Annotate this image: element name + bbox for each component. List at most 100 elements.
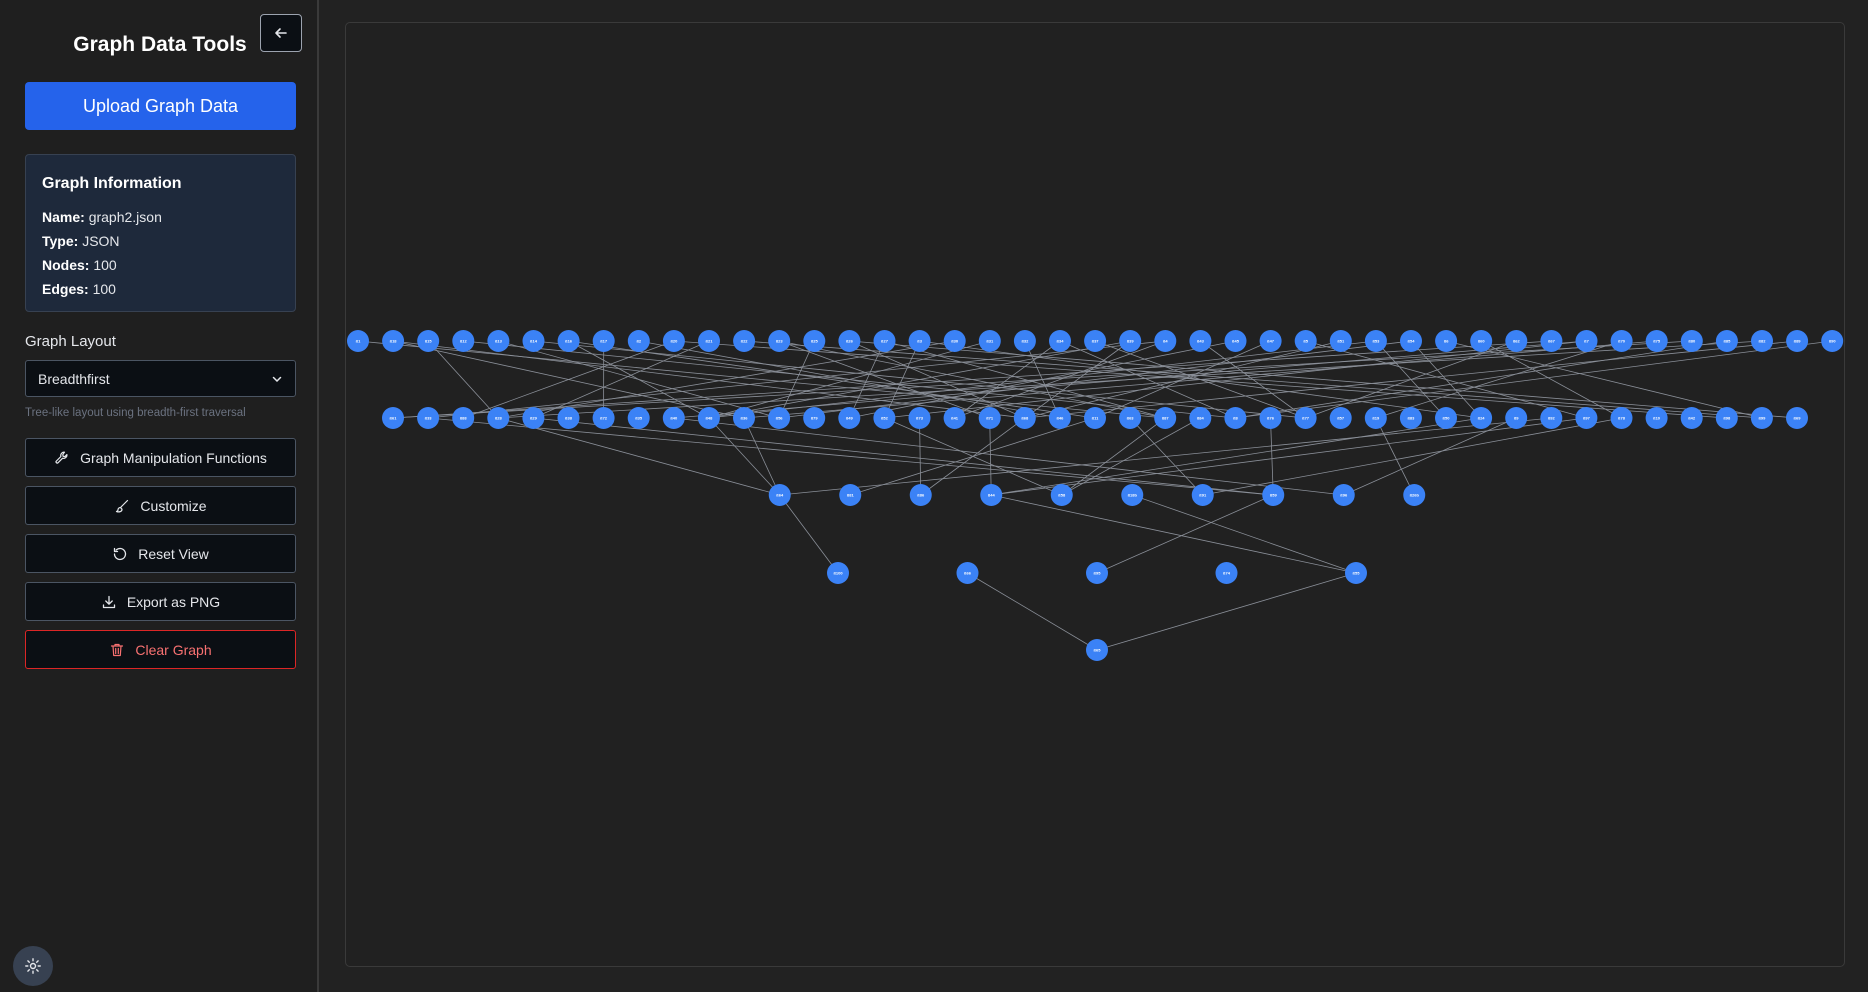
graph-node[interactable]: ß79 bbox=[803, 407, 826, 429]
node-circle[interactable] bbox=[1364, 407, 1387, 429]
node-circle[interactable] bbox=[417, 407, 440, 429]
graph-node[interactable]: ß8 bbox=[1224, 407, 1247, 429]
graph-node[interactable]: ß38 bbox=[557, 407, 580, 429]
graph-node[interactable]: ß87 bbox=[1154, 407, 1177, 429]
graph-node[interactable]: ß70 bbox=[1610, 330, 1633, 352]
node-circle[interactable] bbox=[697, 407, 720, 429]
graph-node[interactable]: ß42 bbox=[1680, 407, 1703, 429]
graph-node[interactable]: ß50 bbox=[1435, 407, 1457, 429]
node-circle[interactable] bbox=[1215, 562, 1238, 584]
graph-node[interactable]: ß11 bbox=[1084, 407, 1106, 429]
node-circle[interactable] bbox=[662, 407, 685, 429]
node-circle[interactable] bbox=[522, 330, 545, 352]
graph-node[interactable]: ß19 bbox=[1364, 407, 1387, 429]
graph-node[interactable]: ß33 bbox=[417, 407, 440, 429]
node-circle[interactable] bbox=[943, 407, 966, 429]
node-circle[interactable] bbox=[592, 407, 615, 429]
graph-node[interactable]: ß60 bbox=[1470, 330, 1493, 352]
node-circle[interactable] bbox=[838, 407, 861, 429]
graph-node[interactable]: ß73 bbox=[908, 407, 931, 429]
node-circle[interactable] bbox=[1575, 407, 1598, 429]
node-circle[interactable] bbox=[1821, 330, 1844, 352]
graph-node[interactable]: ß26b bbox=[1403, 484, 1426, 506]
graph-node[interactable]: ß45 bbox=[1224, 330, 1247, 352]
graph-node[interactable]: ß99 bbox=[1750, 407, 1773, 429]
graph-node[interactable]: ß78 bbox=[1610, 407, 1633, 429]
node-circle[interactable] bbox=[768, 484, 791, 506]
node-circle[interactable] bbox=[1470, 330, 1493, 352]
graph-node[interactable]: ß23 bbox=[768, 330, 791, 352]
layout-select[interactable]: Breadthfirst bbox=[25, 360, 296, 397]
settings-button[interactable] bbox=[13, 946, 53, 986]
graph-node[interactable]: ß26 bbox=[838, 330, 861, 352]
node-circle[interactable] bbox=[1435, 330, 1458, 352]
graph-node[interactable]: ß16 bbox=[557, 330, 580, 352]
graph-node[interactable]: ß43 bbox=[1189, 330, 1212, 352]
graph-node[interactable]: ß7 bbox=[1575, 330, 1598, 352]
graph-node[interactable]: ß44 bbox=[980, 484, 1003, 506]
graph-node[interactable]: ß71 bbox=[978, 407, 1001, 429]
node-circle[interactable] bbox=[1191, 484, 1214, 506]
node-circle[interactable] bbox=[1329, 330, 1352, 352]
graph-node[interactable]: ß15 bbox=[417, 330, 440, 352]
node-circle[interactable] bbox=[1189, 407, 1212, 429]
graph-node[interactable]: ß12 bbox=[452, 330, 475, 352]
graph-node[interactable]: ß54 bbox=[1400, 330, 1422, 352]
graph-node[interactable]: ß97 bbox=[1575, 407, 1598, 429]
graph-node[interactable]: ß22 bbox=[733, 330, 756, 352]
node-circle[interactable] bbox=[1154, 407, 1177, 429]
node-circle[interactable] bbox=[1049, 330, 1071, 352]
graph-node[interactable]: ß9 bbox=[1505, 407, 1528, 429]
graph-node[interactable]: ß49 bbox=[838, 407, 861, 429]
node-circle[interactable] bbox=[1294, 407, 1317, 429]
node-circle[interactable] bbox=[1224, 407, 1247, 429]
node-circle[interactable] bbox=[1189, 330, 1212, 352]
graph-node[interactable]: ß74 bbox=[1215, 562, 1238, 584]
graph-node[interactable]: ß62 bbox=[1505, 330, 1528, 352]
graph-node[interactable]: ß20 bbox=[662, 330, 685, 352]
graph-node[interactable]: ß27 bbox=[873, 330, 896, 352]
node-circle[interactable] bbox=[1715, 330, 1738, 352]
node-circle[interactable] bbox=[1294, 330, 1317, 352]
graph-node[interactable]: ß75 bbox=[1645, 330, 1668, 352]
node-circle[interactable] bbox=[1262, 484, 1285, 506]
node-circle[interactable] bbox=[627, 330, 650, 352]
node-circle[interactable] bbox=[452, 330, 475, 352]
node-circle[interactable] bbox=[557, 407, 580, 429]
graph-node[interactable]: ß37 bbox=[1084, 330, 1107, 352]
node-circle[interactable] bbox=[1119, 407, 1142, 429]
graph-node[interactable]: ß3 bbox=[908, 330, 931, 352]
node-circle[interactable] bbox=[1575, 330, 1598, 352]
graph-node[interactable]: ß31 bbox=[978, 330, 1001, 352]
clear-graph-button[interactable]: Clear Graph bbox=[25, 630, 296, 669]
graph-node[interactable]: ß89 bbox=[1786, 330, 1809, 352]
graph-node[interactable]: ß64 bbox=[768, 484, 791, 506]
export-png-button[interactable]: Export as PNG bbox=[25, 582, 296, 621]
node-circle[interactable] bbox=[839, 484, 862, 506]
node-circle[interactable] bbox=[382, 330, 405, 352]
upload-graph-button[interactable]: Upload Graph Data bbox=[25, 82, 296, 130]
graph-node[interactable]: ß5 bbox=[1294, 330, 1317, 352]
graph-node[interactable]: ß46 bbox=[1048, 407, 1071, 429]
node-circle[interactable] bbox=[627, 407, 650, 429]
graph-node[interactable]: ß58 bbox=[1050, 484, 1073, 506]
graph-node[interactable]: ß92 bbox=[1540, 407, 1563, 429]
graph-node[interactable]: ß13 bbox=[487, 330, 510, 352]
graph-node[interactable]: ß91 bbox=[1191, 484, 1214, 506]
graph-node[interactable]: ß55 bbox=[1345, 562, 1367, 584]
node-circle[interactable] bbox=[1680, 330, 1703, 352]
node-circle[interactable] bbox=[956, 562, 979, 584]
node-circle[interactable] bbox=[803, 330, 826, 352]
graph-node[interactable]: ß14 bbox=[522, 330, 545, 352]
node-circle[interactable] bbox=[1610, 330, 1633, 352]
graph-node[interactable]: ß51 bbox=[1329, 330, 1352, 352]
node-circle[interactable] bbox=[1399, 407, 1422, 429]
graph-node[interactable]: ß76 bbox=[1259, 407, 1282, 429]
graph-node[interactable]: ß81 bbox=[839, 484, 862, 506]
node-circle[interactable] bbox=[1680, 407, 1703, 429]
node-circle[interactable] bbox=[1435, 407, 1457, 429]
node-circle[interactable] bbox=[827, 562, 849, 584]
graph-node[interactable]: ß47 bbox=[1259, 330, 1282, 352]
node-circle[interactable] bbox=[1048, 407, 1071, 429]
node-circle[interactable] bbox=[347, 330, 369, 352]
